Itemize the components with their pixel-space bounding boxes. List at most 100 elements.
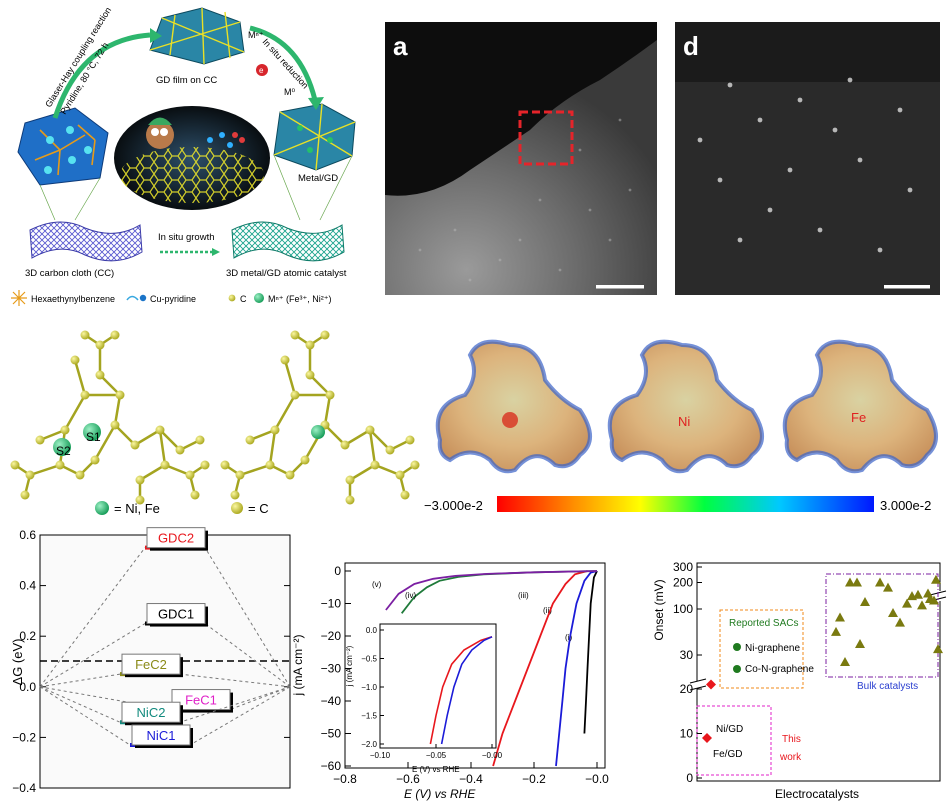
metal-gd-label: Metal/GD	[298, 173, 338, 184]
carbon-cloth-icon	[29, 221, 143, 262]
cc-label: 3D carbon cloth (CC)	[25, 268, 114, 279]
this-label: This	[782, 734, 801, 745]
this-work-point	[706, 679, 716, 690]
reported-sac-point	[733, 665, 741, 673]
bulk-catalyst-point	[852, 577, 862, 587]
label-box	[121, 701, 181, 723]
bulk-catalyst-point	[917, 600, 927, 610]
polarization-chart: −0.8 −0.6 −0.4 −0.2 −0.00−10−20−30−40−50−60 …	[291, 562, 609, 801]
legend-hexa: Hexaethynylbenzene	[31, 294, 115, 304]
label-box	[146, 603, 206, 625]
free-energy-chart: 0.6 0.4 0.2 0.0 −0.2 −0.4 GDC2 GDC1 FeC2 FeC1 NiC…	[10, 527, 291, 795]
connector-line	[189, 686, 291, 746]
m0-label: M⁰	[284, 87, 295, 97]
hexaethynylbenzene-icon	[11, 290, 27, 306]
structure-models: S1 S2 = Ni, Fe = C	[10, 330, 420, 516]
series-label: (iv)	[405, 591, 416, 600]
y-tick-label: 10	[680, 727, 694, 741]
connector-line	[179, 673, 291, 688]
metal-legend-icon	[95, 501, 109, 515]
micrograph-d: d	[675, 22, 940, 295]
carbon-legend-icon	[231, 502, 243, 514]
inset-x-label: E (V) vs RHE	[412, 765, 460, 774]
bulk-catalyst-point	[875, 577, 885, 587]
level-label: GDC1	[158, 607, 194, 622]
y-tick-label: −0.4	[12, 781, 36, 795]
y-tick-label: −10	[321, 597, 342, 611]
axis-break	[692, 681, 704, 689]
x-axis-label: Electrocatalysts	[775, 787, 859, 801]
synthesis-schematic: GD film on CC Metal/GD Glaser-Hay coupli…	[11, 5, 356, 306]
y-tick-label: −50	[321, 727, 342, 741]
y-tick-label: 30	[680, 648, 694, 662]
series-label: (ii)	[543, 606, 552, 615]
y-tick-label: 100	[673, 602, 693, 616]
y-tick-label: −40	[321, 694, 342, 708]
metal-gd-hexagon	[273, 103, 356, 171]
mn-plus-label: Mⁿ⁺	[248, 30, 264, 40]
x-tick-label: −0.8	[333, 772, 357, 786]
s1-label: S1	[86, 430, 101, 444]
micrograph-a: a	[385, 22, 657, 295]
x-tick-label: −0.0	[585, 772, 609, 786]
schematic-legend: Hexaethynylbenzene Cu-pyridine C Mⁿ⁺ (Fe…	[11, 290, 332, 306]
gd-film-label: GD film on CC	[156, 75, 217, 86]
metal-ion-icon	[254, 293, 264, 303]
inset-x-tick-label: −0.05	[426, 751, 447, 760]
y-axis-label: j (mA cm⁻²)	[291, 635, 305, 697]
reduction-arrow	[249, 25, 318, 101]
panel-d-label: d	[683, 31, 699, 61]
bulk-catalysts-box	[825, 573, 939, 678]
cu-pyridine-icon	[126, 295, 139, 301]
fe-gd-label: Fe/GD	[713, 749, 742, 760]
reported-sacs-label: Reported SACs	[729, 618, 798, 629]
bulk-catalyst-point	[931, 574, 941, 584]
series-label: (i)	[565, 633, 572, 642]
y-tick-label: 300	[673, 560, 693, 574]
esp-color-scale	[497, 496, 874, 512]
bulk-catalyst-point	[902, 598, 912, 608]
series-line	[385, 570, 598, 611]
s1-site	[83, 423, 101, 441]
connector-line	[179, 686, 291, 723]
connector-line	[39, 673, 121, 688]
esp-map-pristine	[435, 339, 592, 474]
inset-y-tick-label: 0.0	[366, 626, 378, 635]
x-tick-label: −0.2	[522, 772, 546, 786]
growth-arrow	[212, 248, 220, 256]
y-tick-label: −0.2	[12, 730, 36, 744]
work-label: work	[779, 752, 802, 763]
bulk-catalyst-point	[883, 582, 893, 592]
level-label: NiC1	[147, 728, 176, 743]
inset-series-line	[429, 636, 493, 745]
co-graphene-label: Co-N-graphene	[745, 664, 814, 675]
inset-y-label: j (mA cm⁻²)	[345, 645, 354, 687]
scale-bar	[596, 285, 644, 289]
bulk-catalyst-point	[888, 608, 898, 618]
esp-maps: Ni Fe −3.000e-2 3.000e-2	[424, 339, 938, 513]
esp-map-ni: Ni	[607, 339, 764, 474]
y-tick-label: 20	[680, 682, 694, 696]
growth-label: In situ growth	[158, 232, 215, 243]
inset-y-tick-label: −1.0	[361, 683, 377, 692]
series-label: (iii)	[518, 591, 529, 600]
y-tick-label: −30	[321, 662, 342, 676]
bulk-catalyst-point	[831, 626, 841, 636]
x-tick-label: −0.4	[459, 772, 483, 786]
bulk-catalyst-point	[855, 639, 865, 649]
y-axis-label: Onset (mV)	[652, 579, 666, 640]
s2-site	[53, 438, 71, 456]
inset-frame	[379, 623, 497, 749]
ni-graphene-label: Ni-graphene	[745, 643, 800, 654]
level-label: FeC2	[135, 657, 167, 672]
carbon-icon	[228, 294, 236, 302]
y-axis-label: ΔG (eV)	[10, 639, 25, 686]
connector-line	[39, 686, 121, 723]
x-axis-label: E (V) vs RHE	[404, 787, 476, 801]
label-box	[121, 653, 181, 675]
x-tick-label: −0.6	[396, 772, 420, 786]
bulk-catalyst-point	[835, 612, 845, 622]
inset-y-tick-label: −1.5	[361, 712, 377, 721]
bulk-catalyst-point	[845, 577, 855, 587]
